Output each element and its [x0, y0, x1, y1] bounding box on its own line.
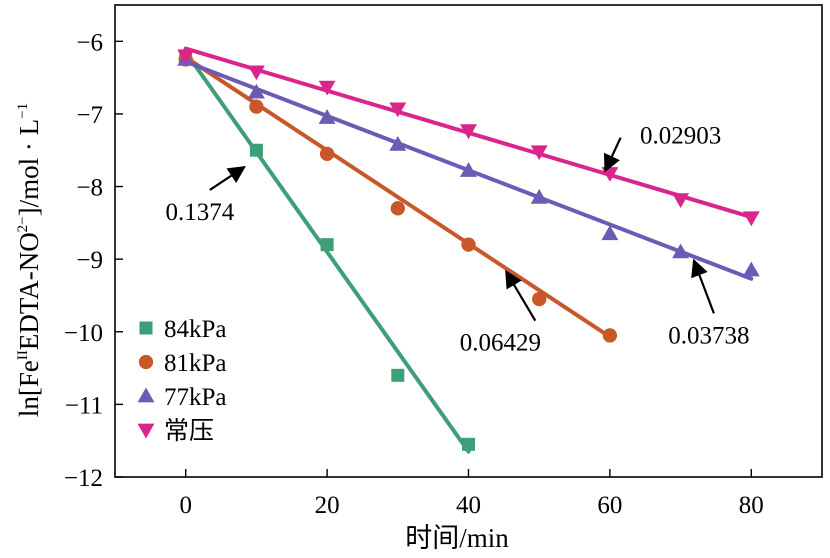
y-tick-label: −11 — [65, 392, 103, 419]
annotation-arrow — [505, 269, 537, 322]
data-point-81kPa — [249, 99, 264, 114]
y-tick-label: −9 — [76, 247, 103, 274]
data-point-常压 — [460, 124, 477, 140]
data-point-81kPa — [390, 201, 405, 216]
annotation-label: 0.1374 — [165, 199, 234, 226]
x-tick-label: 80 — [739, 492, 764, 519]
legend-label-常压: 常压 — [164, 417, 214, 445]
legend-label-77kPa: 77kPa — [164, 384, 227, 411]
data-point-84kPa — [462, 437, 475, 451]
x-tick-label: 20 — [315, 492, 340, 519]
data-point-77kPa — [247, 83, 265, 99]
data-point-常压 — [672, 193, 690, 209]
data-markers — [177, 49, 760, 451]
y-tick-label: −12 — [64, 465, 103, 492]
legend-label-81kPa: 81kPa — [164, 350, 227, 377]
data-point-84kPa — [391, 368, 405, 382]
data-point-81kPa — [319, 146, 335, 162]
data-point-84kPa — [320, 238, 334, 252]
data-point-77kPa — [742, 261, 760, 277]
annotations: 0.1374 0.06429 0.03738 0.02903 — [165, 123, 749, 357]
data-point-常压 — [742, 211, 760, 227]
annotation-arrow — [603, 137, 622, 173]
y-axis-title: ln[FeIIEDTA-NO2−]/mol · L−1 — [14, 103, 44, 417]
legend-marker-常压 — [137, 423, 155, 439]
legend-marker-77kPa — [137, 387, 155, 403]
x-tick-label: 0 — [179, 492, 192, 519]
y-tick-label: −10 — [64, 320, 103, 347]
data-point-77kPa — [460, 162, 477, 177]
data-point-81kPa — [461, 237, 476, 252]
data-point-常压 — [389, 102, 407, 118]
legend-marker-81kPa — [138, 354, 154, 370]
data-point-常压 — [247, 65, 265, 81]
data-point-81kPa — [602, 328, 618, 343]
data-point-常压 — [530, 145, 548, 161]
data-point-77kPa — [672, 243, 690, 259]
data-point-77kPa — [318, 109, 336, 124]
x-axis-title: 时间/min — [405, 523, 509, 553]
annotation-label: 0.03738 — [668, 322, 749, 349]
data-point-84kPa — [249, 143, 263, 157]
annotation-label: 0.06429 — [460, 330, 541, 357]
data-point-77kPa — [530, 188, 548, 204]
annotation-label: 0.02903 — [640, 123, 721, 150]
y-tick-label: −7 — [76, 102, 103, 129]
fit-line-81kPa — [183, 55, 612, 339]
x-tick-label: 40 — [456, 492, 481, 519]
data-point-81kPa — [532, 291, 547, 307]
annotation-arrow — [691, 258, 715, 314]
legend: 84kPa 81kPa 77kPa 常压 — [137, 316, 227, 445]
y-axis: −6 −7 −8 −9 −10 −11 −12 — [64, 29, 123, 492]
data-point-常压 — [318, 80, 336, 96]
data-point-77kPa — [389, 135, 407, 151]
fit-line-84kPa — [183, 50, 471, 454]
data-point-常压 — [177, 49, 195, 65]
y-tick-label: −6 — [76, 29, 103, 56]
x-tick-label: 60 — [597, 492, 622, 519]
data-point-77kPa — [601, 225, 619, 241]
legend-marker-84kPa — [139, 321, 153, 335]
y-tick-label: −8 — [76, 175, 103, 202]
x-axis: 0 20 40 60 80 — [179, 469, 764, 519]
annotation-arrow — [209, 165, 246, 191]
legend-label-84kPa: 84kPa — [164, 316, 227, 343]
